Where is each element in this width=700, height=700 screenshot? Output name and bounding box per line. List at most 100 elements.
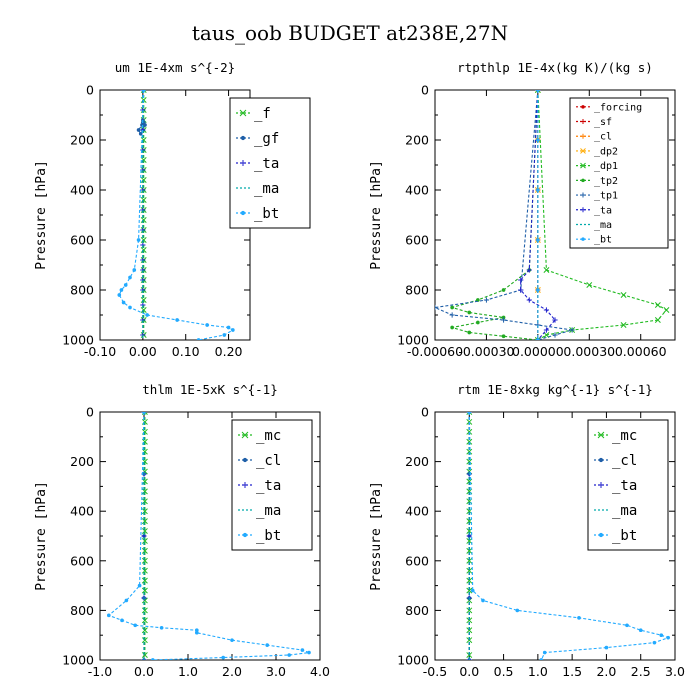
point-marker: [470, 588, 475, 593]
x-tick-label: -0.00060: [407, 344, 463, 359]
point-marker: [586, 282, 593, 288]
point-marker: [242, 532, 248, 538]
point-marker: [141, 488, 148, 495]
point-marker: [597, 431, 605, 439]
x-tick-label: 0.10: [172, 344, 200, 359]
panel-title: rtm 1E-8xkg kg^{-1} s^{-1}: [457, 382, 653, 397]
point-marker: [552, 317, 558, 323]
legend-entry: _bt: [236, 206, 279, 222]
series-layer: [466, 412, 670, 660]
y-tick-label: 0: [86, 83, 94, 98]
legend-entry: _dp2: [576, 146, 618, 157]
x-tick-label: 0.00030: [563, 344, 615, 359]
series-layer: [435, 90, 670, 340]
point-marker: [581, 237, 585, 241]
x-tick-label: 1.5: [562, 664, 582, 679]
point-marker: [476, 320, 480, 325]
legend-entry: _f: [236, 106, 271, 122]
legend-label: _ma: [256, 503, 281, 519]
point-marker: [552, 332, 558, 338]
point-marker: [123, 283, 128, 287]
x-tick-label: 0.00000: [512, 344, 564, 359]
chart-panel-2: rtpthlp 1E-4x(kg K)/(kg s) Pressure [hPa]…: [369, 60, 676, 359]
point-marker: [466, 538, 473, 544]
x-tick-label: -1.0: [88, 664, 112, 679]
y-tick-label: 400: [405, 504, 429, 519]
legend-entry: _ta: [576, 205, 612, 216]
point-marker: [145, 313, 149, 317]
point-marker: [466, 458, 473, 465]
point-marker: [536, 188, 540, 192]
panel-title: rtpthlp 1E-4x(kg K)/(kg s): [457, 60, 653, 75]
point-marker: [534, 90, 541, 93]
point-marker: [230, 638, 234, 642]
point-marker: [577, 616, 581, 620]
legend-entry: _bt: [576, 235, 612, 246]
legend-label: _f: [254, 106, 271, 122]
point-marker: [142, 412, 146, 414]
x-tick-label: 0.20: [215, 344, 243, 359]
y-tick-label: 200: [70, 133, 94, 148]
point-marker: [141, 498, 148, 505]
y-tick-label: 600: [70, 553, 94, 568]
point-marker: [175, 318, 179, 322]
point-marker: [140, 247, 147, 253]
y-tick-label: 200: [405, 454, 429, 469]
point-marker: [654, 302, 661, 308]
point-marker: [536, 288, 540, 292]
point-marker: [194, 630, 199, 635]
legend-label: _cl: [612, 453, 637, 469]
point-marker: [120, 618, 124, 623]
legend-label: _dp1: [594, 161, 618, 172]
legend-label: _bt: [594, 235, 612, 246]
point-marker: [518, 277, 524, 283]
point-marker: [150, 658, 155, 660]
point-marker: [501, 334, 506, 339]
legend-label: _gf: [254, 131, 279, 147]
point-marker: [581, 178, 585, 183]
point-marker: [240, 160, 246, 166]
legend-entry: _cl: [594, 453, 637, 469]
y-tick-label: 800: [405, 603, 429, 618]
point-marker: [467, 330, 472, 335]
point-marker: [136, 238, 141, 242]
point-marker: [534, 337, 541, 340]
point-marker: [141, 418, 148, 425]
legend: _mc _cl _ta _ma _bt: [587, 419, 669, 551]
legend-label: _ma: [254, 181, 279, 197]
point-marker: [466, 627, 473, 634]
point-marker: [620, 292, 627, 298]
legend-label: _bt: [612, 528, 637, 544]
y-axis-label: Pressure [hPa]: [34, 160, 49, 270]
point-marker: [542, 650, 547, 655]
y-tick-label: 1000: [397, 653, 429, 668]
legend-entry: _bt: [594, 528, 637, 544]
point-marker: [598, 457, 604, 463]
legend-entry: _tp1: [576, 191, 618, 202]
point-marker: [466, 577, 473, 584]
legend-label: _ta: [256, 478, 281, 494]
series-line-tp1: [435, 90, 573, 340]
point-marker: [140, 307, 147, 313]
point-marker: [539, 658, 544, 660]
y-tick-label: 1000: [62, 653, 94, 668]
point-marker: [466, 567, 473, 574]
legend-label: _forcing: [594, 102, 642, 113]
point-marker: [140, 90, 147, 93]
point-marker: [604, 645, 609, 650]
point-marker: [141, 587, 148, 594]
point-marker: [140, 217, 147, 223]
point-marker: [159, 625, 164, 630]
point-marker: [466, 547, 473, 554]
y-axis-label: Pressure [hPa]: [369, 160, 384, 270]
legend-label: _ta: [612, 478, 637, 494]
point-marker: [128, 305, 132, 310]
point-marker: [543, 267, 550, 273]
point-marker: [141, 412, 148, 415]
point-marker: [141, 518, 148, 525]
point-marker: [106, 613, 111, 618]
point-marker: [141, 577, 148, 584]
point-marker: [140, 237, 147, 243]
y-tick-label: 0: [421, 405, 429, 420]
